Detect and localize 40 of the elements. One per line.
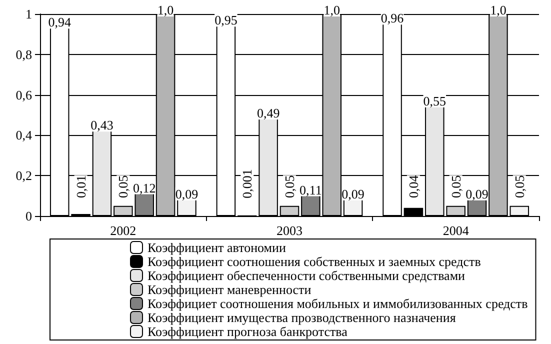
x-tick-label: 2004: [442, 223, 470, 238]
legend-label: Коэффициент имущества прозводственного назначения: [148, 310, 456, 325]
data-label: 0,05: [282, 175, 297, 198]
bar: [280, 206, 300, 216]
data-label: 1,0: [324, 2, 340, 18]
y-tick-label: 0: [26, 208, 32, 224]
data-label: 1,0: [490, 2, 506, 18]
x-tick-label: 2002: [110, 223, 136, 238]
y-tick-label: 0,8: [16, 46, 32, 62]
data-label: 0,55: [423, 93, 446, 108]
data-label: 0,01: [73, 175, 88, 198]
data-label: 0,04: [406, 174, 421, 198]
legend-label: Коэффициент автономии: [148, 240, 286, 255]
data-label: 0,11: [300, 182, 322, 198]
bar: [404, 208, 424, 216]
legend-label: Коэффициент обеспеченности собственными средствами: [148, 268, 466, 283]
y-tick-label: 0,6: [16, 87, 32, 102]
data-label: 0,12: [132, 180, 156, 196]
data-label: 0,94: [48, 14, 72, 30]
bar: [510, 206, 530, 216]
data-label: 0,43: [90, 118, 114, 133]
legend-label: Коэффициет соотношения мобильных и иммобилизованных средств: [148, 296, 528, 311]
x-tick-label: 2003: [276, 223, 302, 238]
legend-label: Коэффициент маневренности: [148, 282, 312, 297]
legend-label: Коэффициент прогноза банкротства: [148, 324, 348, 339]
data-label: 1,0: [157, 2, 174, 18]
data-label: 0,95: [214, 12, 238, 28]
data-label: 0,96: [380, 10, 404, 26]
data-label: 0,05: [116, 175, 131, 198]
legend-label: Коэффициент соотношения собственных и заемных средств: [148, 254, 481, 269]
data-label: 0,09: [175, 186, 198, 202]
data-label: 0,001: [240, 169, 255, 198]
data-label: 0,49: [256, 106, 280, 121]
data-label: 0,05: [512, 175, 527, 198]
data-label: 0,05: [448, 175, 464, 198]
y-tick-label: 0,4: [16, 128, 32, 143]
data-label: 0,09: [466, 186, 488, 202]
y-tick-label: 0,2: [16, 168, 32, 184]
data-label: 0,09: [342, 186, 364, 202]
y-tick-label: 1: [26, 6, 32, 22]
